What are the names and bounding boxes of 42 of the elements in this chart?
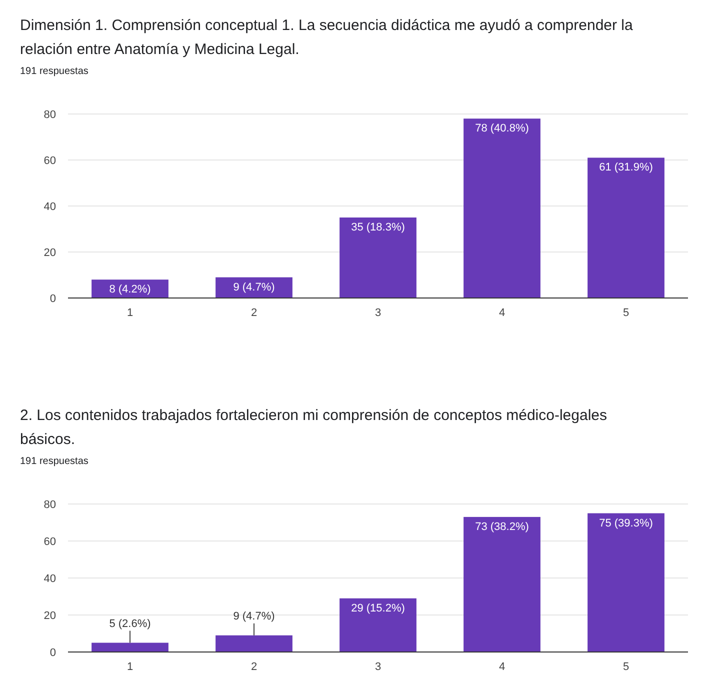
chart-title: Dimensión 1. Comprensión conceptual 1. La secuencia didáctica me ayudó a comprender la relación entre Anatomía y Medicina Legal. [20,17,634,58]
x-tick-label: 3 [374,307,382,319]
bar [340,218,416,298]
x-tick-label: 2 [250,661,258,673]
y-tick-label: 80 [44,499,56,511]
data-label: 5 (2.6%) [109,618,151,630]
y-tick-label: 40 [44,201,56,213]
data-label: 29 (15.2%) [351,602,405,614]
bar [216,635,292,652]
bar [464,516,540,652]
data-label: 75 (39.3%) [599,517,653,530]
chart-subtitle: 191 respuestas [20,456,88,467]
x-tick-label: 5 [622,661,630,673]
bar [92,642,168,652]
x-tick-label: 4 [498,307,506,319]
data-label: 35 (18.3%) [351,222,405,234]
chart-title: 2. Los contenidos trabajados fortalecieron mi comprensión de conceptos médico-legales básicos. [20,407,607,448]
data-label: 73 (38.2%) [475,520,529,533]
y-tick-label: 0 [50,647,56,659]
y-tick-label: 20 [44,247,56,259]
data-label: 8 (4.2%) [109,284,151,296]
y-tick-label: 0 [50,293,56,305]
data-label: 78 (40.8%) [475,122,529,135]
x-tick-label: 1 [126,661,134,673]
x-tick-label: 2 [250,307,258,319]
x-tick-label: 4 [498,661,506,673]
y-tick-label: 40 [44,573,56,585]
x-tick-label: 1 [126,307,134,319]
y-tick-label: 60 [44,155,56,167]
y-tick-label: 60 [44,536,56,548]
chart-subtitle: 191 respuestas [20,66,88,77]
y-tick-label: 80 [44,109,56,121]
bar [588,513,664,652]
data-label: 61 (31.9%) [599,162,653,174]
data-label: 9 (4.7%) [233,281,275,294]
x-tick-label: 3 [374,661,382,673]
bar [464,118,540,298]
x-tick-label: 5 [622,307,630,319]
bar [340,598,416,652]
y-tick-label: 20 [44,610,56,622]
data-label: 9 (4.7%) [233,610,275,622]
bar [588,158,664,298]
